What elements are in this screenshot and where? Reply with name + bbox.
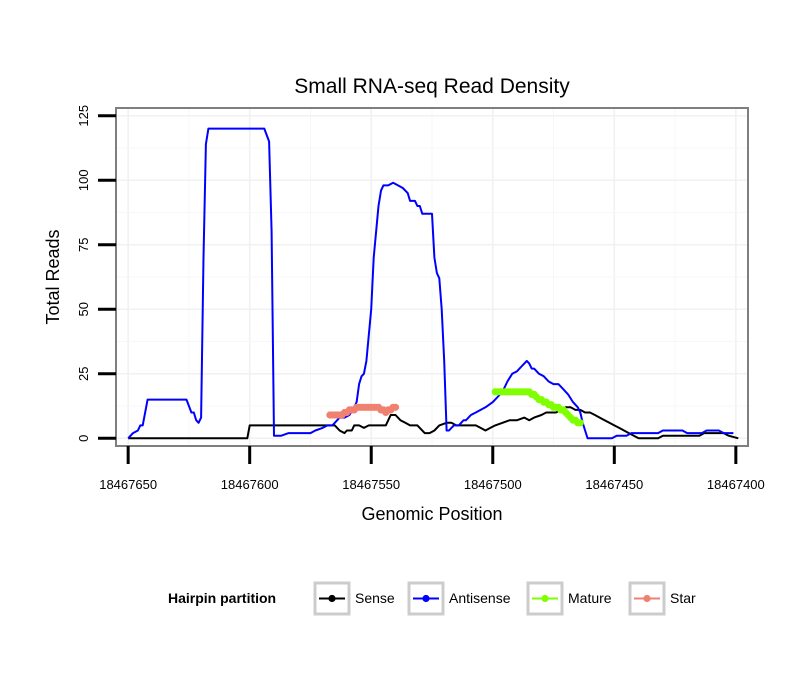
legend-label-sense: Sense bbox=[355, 590, 395, 606]
series-star bbox=[326, 403, 400, 419]
y-tick-label: 0 bbox=[76, 435, 91, 442]
series-antisense bbox=[127, 127, 734, 440]
x-tick-label: 18467600 bbox=[221, 477, 279, 492]
series-sense bbox=[128, 406, 739, 440]
legend-label-star: Star bbox=[670, 590, 696, 606]
legend-key-point-mature bbox=[541, 594, 549, 603]
y-axis-label: Total Reads bbox=[43, 229, 63, 324]
legend-item-mature: Mature bbox=[526, 581, 612, 616]
antisense-line bbox=[127, 127, 734, 440]
y-tick-label: 25 bbox=[76, 367, 91, 381]
x-tick-label: 18467650 bbox=[99, 477, 157, 492]
legend-label-mature: Mature bbox=[568, 590, 612, 606]
legend-key-point-star bbox=[643, 594, 651, 603]
series bbox=[127, 127, 739, 440]
x-axis-label: Genomic Position bbox=[361, 504, 502, 524]
x-tick-label: 18467450 bbox=[585, 477, 643, 492]
legend-item-star: Star bbox=[628, 581, 696, 616]
legend-label-antisense: Antisense bbox=[449, 590, 511, 606]
x-tick-label: 18467550 bbox=[342, 477, 400, 492]
legend-item-sense: Sense bbox=[313, 581, 395, 616]
axes: 0 25 50 75 100 125 18467650 18467600 18467550 184… bbox=[76, 105, 765, 492]
series-mature bbox=[491, 388, 584, 427]
y-tick-label: 75 bbox=[76, 238, 91, 252]
legend-key-point-antisense bbox=[422, 594, 430, 603]
star-point bbox=[391, 403, 400, 411]
x-tick-label: 18467400 bbox=[707, 477, 765, 492]
y-tick-label: 100 bbox=[76, 169, 91, 191]
legend-item-antisense: Antisense bbox=[407, 581, 511, 616]
y-tick-label: 125 bbox=[76, 105, 91, 127]
mature-point bbox=[576, 419, 584, 427]
chart-title: Small RNA-seq Read Density bbox=[294, 75, 570, 98]
x-tick-label: 18467500 bbox=[464, 477, 522, 492]
legend: Hairpin partition Sense Antisense Mature St… bbox=[168, 581, 696, 616]
plot-panel-border bbox=[115, 107, 749, 447]
legend-title: Hairpin partition bbox=[168, 590, 276, 606]
y-tick-label: 50 bbox=[76, 302, 91, 316]
legend-key-point-sense bbox=[328, 594, 336, 603]
sense-line bbox=[128, 406, 739, 440]
